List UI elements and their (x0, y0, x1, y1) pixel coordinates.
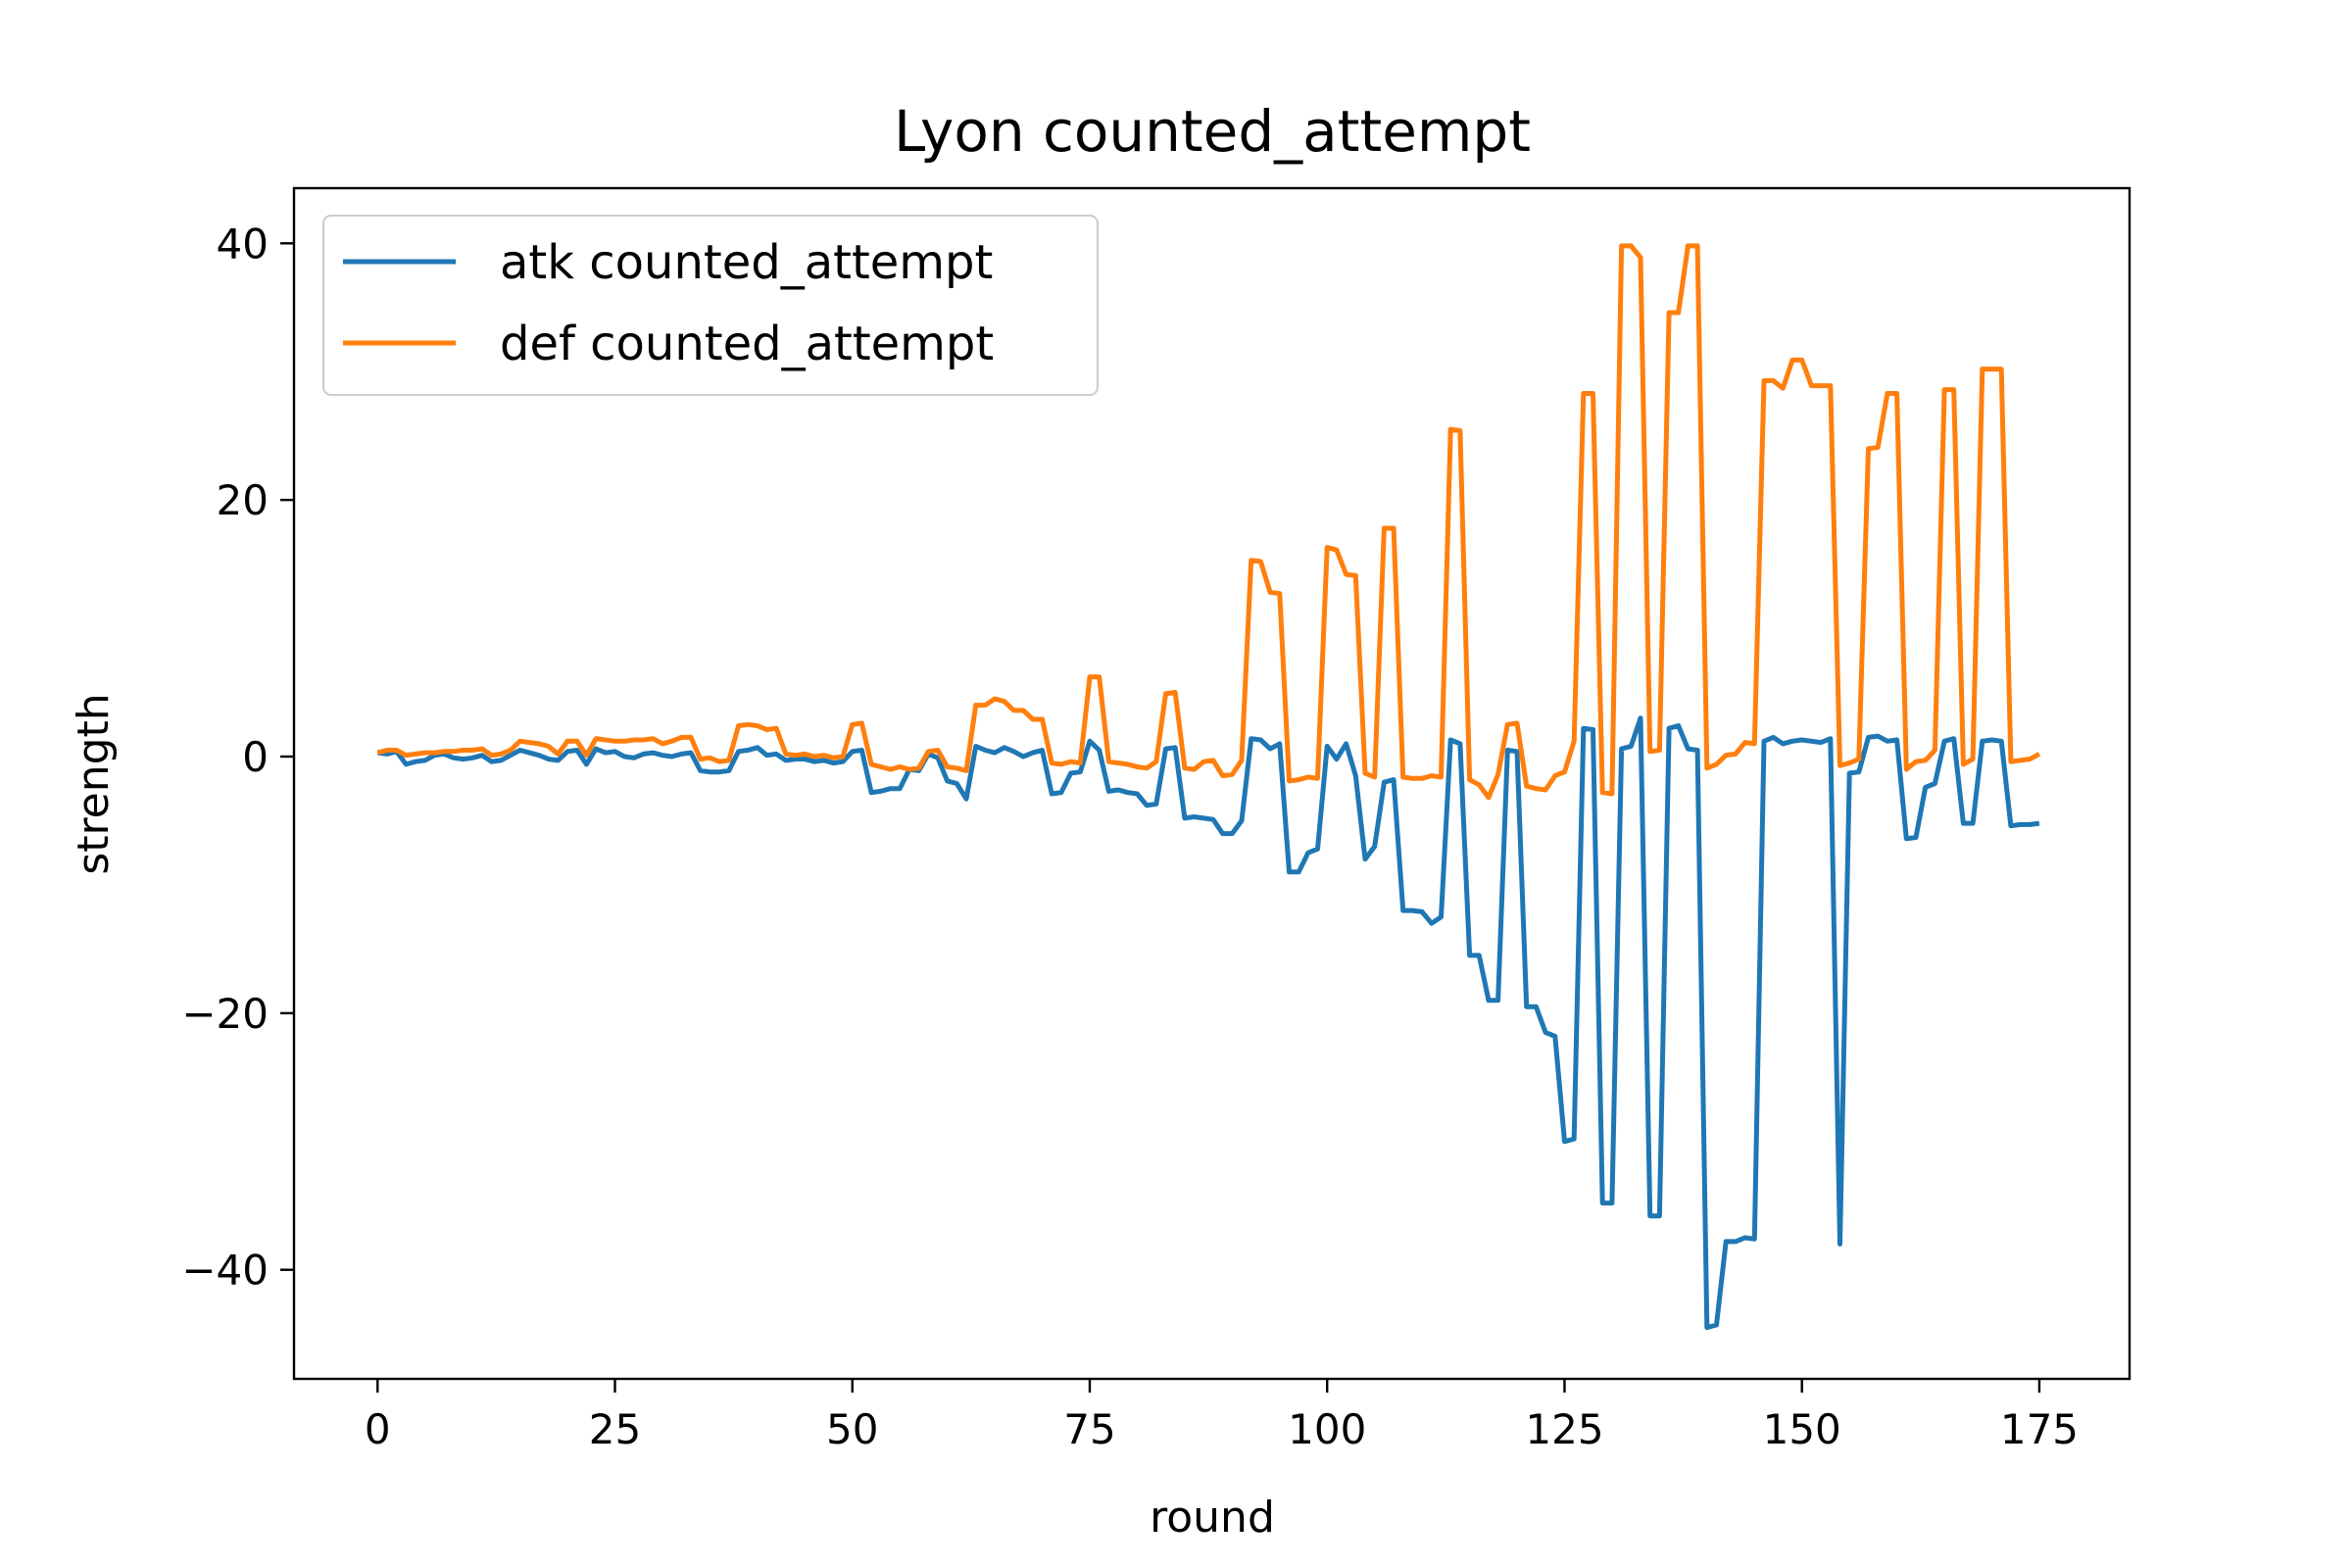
y-tick-label: −40 (181, 1247, 269, 1295)
y-axis-label: strength (69, 693, 119, 874)
x-tick-label: 125 (1525, 1405, 1603, 1453)
x-tick-label: 75 (1063, 1405, 1115, 1453)
x-axis-label: round (1150, 1493, 1275, 1543)
plot-frame (292, 186, 2132, 1381)
y-axis: −40 −20 0 20 40 (181, 220, 294, 1295)
series-layer (376, 243, 2041, 1331)
legend-label-def: def counted_attempt (500, 317, 994, 371)
series-line-atk (376, 715, 2040, 1331)
x-tick-label: 175 (2000, 1405, 2079, 1453)
legend: atk counted_attempt def counted_attempt (322, 215, 1099, 396)
series-line-def (376, 243, 2041, 801)
y-tick-label: 0 (242, 733, 269, 781)
chart-title: Lyon counted_attempt (894, 98, 1531, 165)
y-tick-label: −20 (181, 990, 269, 1038)
x-tick-label: 50 (826, 1405, 878, 1453)
legend-label-atk: atk counted_attempt (500, 235, 993, 290)
x-tick-label: 100 (1288, 1405, 1366, 1453)
x-tick-label: 0 (365, 1405, 391, 1453)
legend-box (322, 215, 1099, 396)
x-tick-label: 150 (1763, 1405, 1841, 1453)
y-tick-label: 20 (217, 476, 269, 524)
x-axis: 0 25 50 75 100 125 150 175 (365, 1379, 2079, 1453)
y-tick-label: 40 (217, 220, 269, 268)
x-tick-label: 25 (589, 1405, 641, 1453)
